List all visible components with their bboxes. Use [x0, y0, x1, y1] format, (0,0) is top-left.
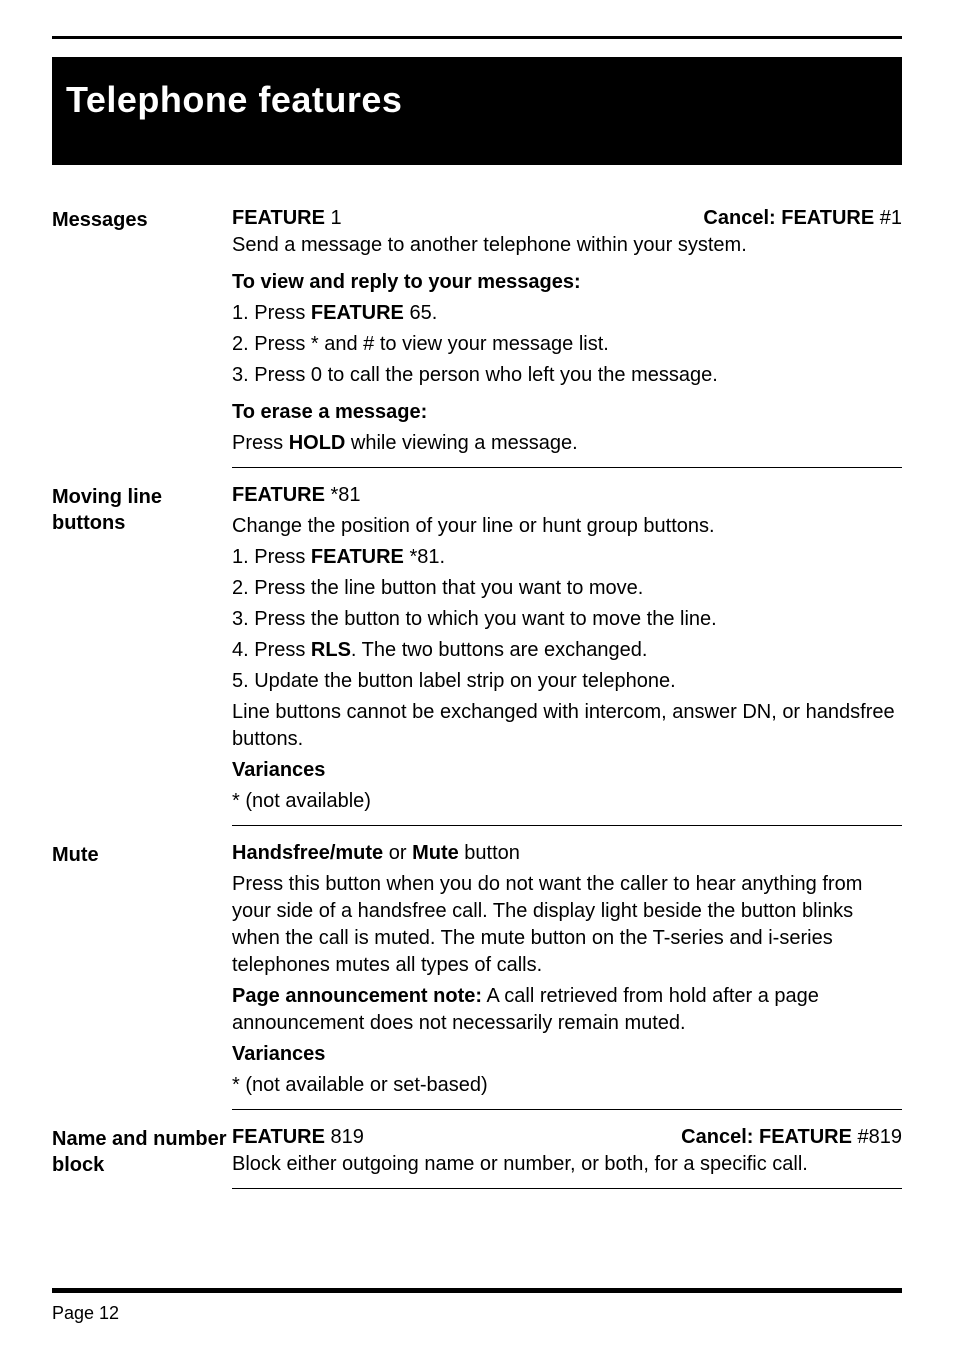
ms1c: *81.	[404, 546, 445, 568]
ec: while viewing a message.	[345, 432, 577, 454]
section-moving: Moving line buttons FEATURE *81 Change t…	[52, 482, 902, 840]
label-nameblock: Name and number block	[52, 1124, 232, 1178]
moving-var-t: * (not available)	[232, 788, 902, 815]
messages-intro: Send a message to another telephone with…	[232, 232, 902, 259]
moving-step4: 4. Press RLS. The two buttons are exchan…	[232, 637, 902, 664]
moving-step3: 3. Press the button to which you want to…	[232, 606, 902, 633]
page-number: Page 12	[52, 1303, 902, 1324]
messages-sub1: To view and reply to your messages:	[232, 269, 902, 296]
feature-label: FEATURE	[232, 207, 325, 229]
label-mute: Mute	[52, 840, 232, 868]
mh1a: Handsfree/mute	[232, 842, 383, 864]
content-nameblock: FEATURE 819 Cancel: FEATURE #819 Block e…	[232, 1124, 902, 1203]
ms4c: . The two buttons are exchanged.	[351, 639, 648, 661]
mute-var-h: Variances	[232, 1041, 902, 1068]
mp2a: Page announcement note:	[232, 985, 482, 1007]
feature-right: Cancel: FEATURE #819	[681, 1124, 902, 1151]
mh1d: button	[459, 842, 520, 864]
divider	[232, 467, 902, 468]
feature-row: FEATURE 819 Cancel: FEATURE #819	[232, 1124, 902, 1151]
content-moving: FEATURE *81 Change the position of your …	[232, 482, 902, 840]
mf1: FEATURE	[232, 484, 325, 506]
label-moving: Moving line buttons	[52, 482, 232, 536]
content-messages: FEATURE 1 Cancel: FEATURE #1 Send a mess…	[232, 205, 902, 482]
title-banner: Telephone features	[52, 57, 902, 165]
mute-p1: Press this button when you do not want t…	[232, 871, 902, 979]
feature-left: FEATURE 819	[232, 1124, 364, 1151]
messages-step1: 1. Press FEATURE 65.	[232, 300, 902, 327]
divider	[232, 1109, 902, 1110]
page-title: Telephone features	[66, 79, 888, 121]
ms4b: RLS	[311, 639, 351, 661]
messages-step2: 2. Press * and # to view your message li…	[232, 331, 902, 358]
cancel-num: #1	[874, 207, 902, 229]
messages-sub2: To erase a message:	[232, 399, 902, 426]
moving-step5: 5. Update the button label strip on your…	[232, 668, 902, 695]
label-messages: Messages	[52, 205, 232, 233]
mute-p2: Page announcement note: A call retrieved…	[232, 983, 902, 1037]
mh1c: Mute	[412, 842, 459, 864]
nc1: Cancel: FEATURE	[681, 1126, 852, 1148]
moving-step1: 1. Press FEATURE *81.	[232, 544, 902, 571]
eb: HOLD	[289, 432, 346, 454]
footer: Page 12	[52, 1288, 902, 1324]
top-rule	[52, 36, 902, 39]
ms1a: 1. Press	[232, 546, 311, 568]
section-messages: Messages FEATURE 1 Cancel: FEATURE #1 Se…	[52, 205, 902, 482]
moving-line1: Change the position of your line or hunt…	[232, 513, 902, 540]
mh1b: or	[383, 842, 412, 864]
bottom-rule	[52, 1288, 902, 1293]
nameblock-p1: Block either outgoing name or number, or…	[232, 1151, 902, 1178]
ms1b: FEATURE	[311, 546, 404, 568]
divider	[232, 825, 902, 826]
moving-note: Line buttons cannot be exchanged with in…	[232, 699, 902, 753]
nf2: 819	[325, 1126, 364, 1148]
feature-left: FEATURE 1	[232, 205, 342, 232]
feature-num: 1	[325, 207, 342, 229]
ms4a: 4. Press	[232, 639, 311, 661]
divider	[232, 1188, 902, 1189]
moving-feature: FEATURE *81	[232, 482, 902, 509]
feature-row: FEATURE 1 Cancel: FEATURE #1	[232, 205, 902, 232]
mute-heading: Handsfree/mute or Mute button	[232, 840, 902, 867]
s1b: FEATURE	[311, 302, 404, 324]
nc2: #819	[852, 1126, 902, 1148]
mf2: *81	[325, 484, 361, 506]
messages-erase: Press HOLD while viewing a message.	[232, 430, 902, 457]
feature-right: Cancel: FEATURE #1	[703, 205, 902, 232]
ea: Press	[232, 432, 289, 454]
section-nameblock: Name and number block FEATURE 819 Cancel…	[52, 1124, 902, 1203]
nf1: FEATURE	[232, 1126, 325, 1148]
messages-step3: 3. Press 0 to call the person who left y…	[232, 362, 902, 389]
cancel-label: Cancel: FEATURE	[703, 207, 874, 229]
s1c: 65.	[404, 302, 437, 324]
section-mute: Mute Handsfree/mute or Mute button Press…	[52, 840, 902, 1124]
mute-var-t: * (not available or set-based)	[232, 1072, 902, 1099]
moving-var-h: Variances	[232, 757, 902, 784]
s1a: 1. Press	[232, 302, 311, 324]
content-mute: Handsfree/mute or Mute button Press this…	[232, 840, 902, 1124]
moving-step2: 2. Press the line button that you want t…	[232, 575, 902, 602]
